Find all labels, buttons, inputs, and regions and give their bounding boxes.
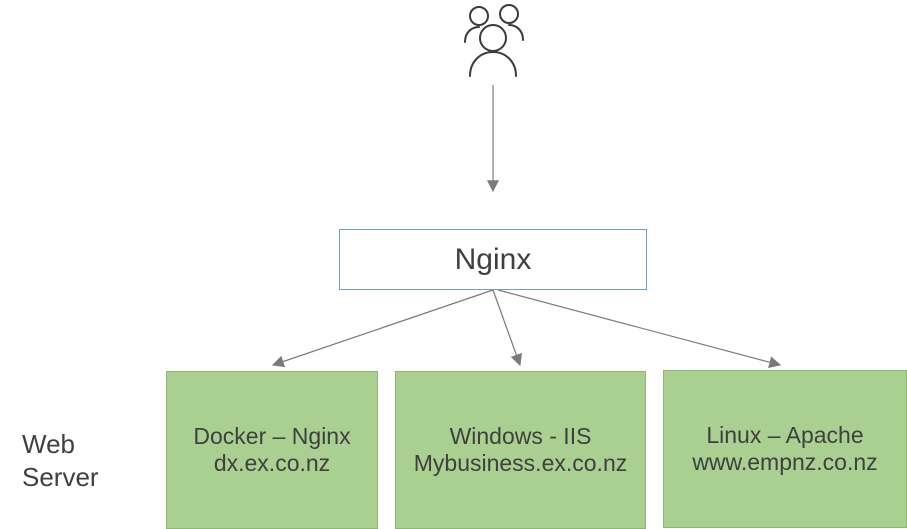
node-line: www.empnz.co.nz <box>692 449 877 476</box>
node-line: Windows - IIS <box>450 423 592 450</box>
server-apache-box: Linux – Apachewww.empnz.co.nz <box>663 370 907 528</box>
nginx-proxy-box: Nginx <box>339 229 647 290</box>
edge-nginx-apache <box>498 290 780 365</box>
web-server-label: WebServer <box>22 428 99 493</box>
node-line: Docker – Nginx <box>193 423 350 450</box>
node-line: Linux – Apache <box>706 422 863 449</box>
side-label-line: Server <box>22 461 99 494</box>
node-line: Nginx <box>455 243 532 277</box>
side-label-line: Web <box>22 428 99 461</box>
node-line: dx.ex.co.nz <box>214 450 330 477</box>
node-line: Mybusiness.ex.co.nz <box>414 450 627 477</box>
server-iis-box: Windows - IISMybusiness.ex.co.nz <box>395 371 646 529</box>
edge-nginx-iis <box>493 290 520 365</box>
server-docker-box: Docker – Nginxdx.ex.co.nz <box>166 371 378 529</box>
edge-nginx-docker <box>273 290 493 365</box>
